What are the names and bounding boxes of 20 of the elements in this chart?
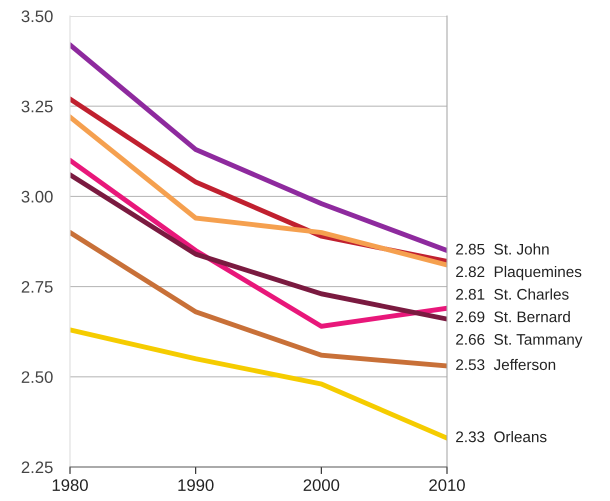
- y-tick-label: 2.25: [22, 461, 53, 474]
- text: 2.69 St. Bernard: [456, 311, 570, 322]
- x-tick-label: 1990: [178, 479, 214, 492]
- text: 2.33 Orleans: [456, 431, 546, 442]
- text: 2.53 Jefferson: [456, 358, 556, 370]
- x-tick-label: 2000: [304, 479, 340, 492]
- line-series: [70, 230, 447, 368]
- y-tick-label: 2.75: [22, 281, 53, 293]
- line-series: [70, 42, 447, 253]
- x-tick-label: 2010: [429, 479, 465, 492]
- text: 2.81 St. Charles: [456, 288, 569, 300]
- y-tick-label: 3.50: [22, 10, 53, 22]
- y-tick-label: 3.25: [22, 100, 53, 112]
- text: 2.85 St. John: [456, 243, 549, 255]
- y-tick-label: 3.00: [22, 190, 53, 203]
- y-tick-label: 2.50: [22, 371, 53, 384]
- x-tick-label: 1980: [52, 479, 88, 492]
- text: 2.66 St. Tammany: [456, 334, 582, 348]
- line-series: [70, 327, 447, 441]
- text: 2.82 Plaquemines: [456, 266, 582, 280]
